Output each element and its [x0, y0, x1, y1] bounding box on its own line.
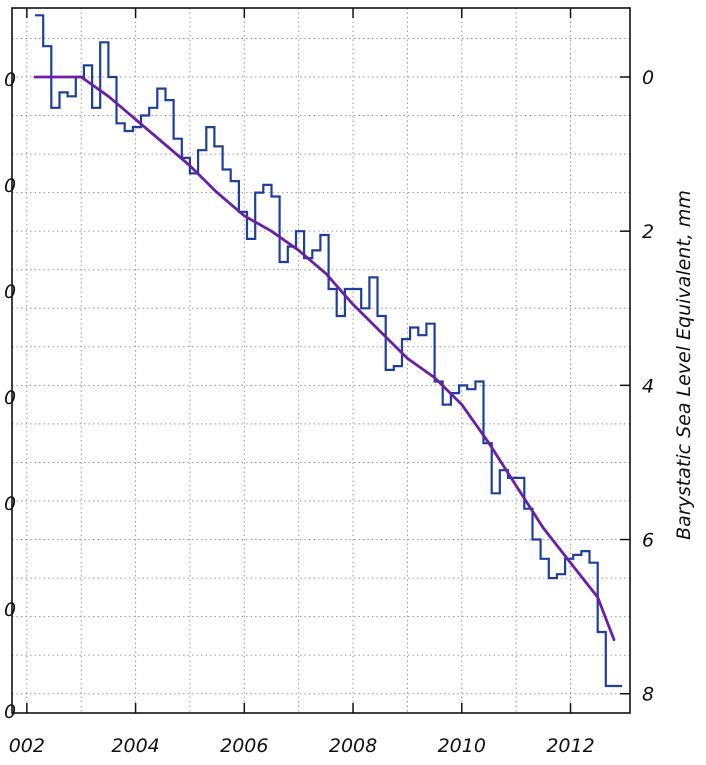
- x-tick-label: 2008: [329, 735, 377, 757]
- left-tick-label: 0: [4, 387, 16, 409]
- left-tick-label: 0: [4, 701, 16, 723]
- x-tick-label: 2004: [111, 735, 159, 757]
- tick-marks: [26, 8, 630, 713]
- series-layer: [33, 14, 622, 688]
- right-tick-label: 4: [642, 375, 654, 397]
- x-tick-label: 2010: [438, 735, 486, 757]
- left-tick-label: 0: [4, 281, 16, 303]
- right-tick-label: 0: [642, 67, 654, 89]
- left-tick-label: 0: [4, 175, 16, 197]
- left-tick-label: 0: [4, 493, 16, 515]
- right-axis-title: Barystatic Sea Level Equivalent, mm: [673, 190, 695, 540]
- tick-labels: 002 2004 2006 2008 2010 2012 0 2 4 6 8 0 0 0 0 0 0 0: [4, 67, 654, 757]
- right-tick-label: 2: [642, 221, 654, 243]
- grid: [12, 8, 630, 713]
- x-tick-label: 2006: [220, 735, 268, 757]
- right-tick-label: 6: [642, 530, 654, 552]
- right-tick-label: 8: [642, 684, 654, 706]
- series-trend-line: [33, 75, 616, 642]
- plot-frame: [11, 7, 631, 714]
- left-tick-label: 0: [4, 69, 16, 91]
- left-tick-label: 0: [4, 599, 16, 621]
- x-tick-label: 2012: [546, 735, 594, 757]
- x-tick-label: 002: [9, 735, 45, 757]
- series-step-line: [35, 14, 622, 688]
